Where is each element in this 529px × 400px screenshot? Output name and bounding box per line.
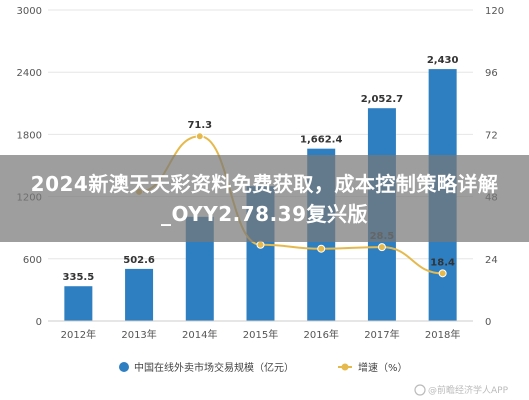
legend-bar-label: 中国在线外卖市场交易规模（亿元） [134,361,294,374]
growth-point [317,244,326,253]
growth-line [138,135,443,275]
right-tick-label: 96 [485,68,498,79]
growth-value-label: 71.3 [187,120,212,131]
left-tick-label: 600 [23,255,42,266]
watermark: @前瞻经济学人APP [414,384,509,396]
x-tick-label: 2018年 [425,328,460,341]
bar [125,268,154,321]
overlay-title: 2024新澳天天彩资料免费获取，成本控制策略详解_OYY2.78.39复兴版 [30,171,499,226]
bar-value-label: 335.5 [63,272,95,283]
bar-value-label: 2,430 [427,55,459,66]
growth-point [438,269,447,278]
bar-value-label: 502.6 [123,255,155,266]
x-tick-label: 2014年 [182,328,217,341]
right-tick-label: 72 [485,130,498,141]
x-tick-label: 2012年 [61,328,96,341]
right-tick-label: 0 [485,317,491,328]
watermark-logo-icon [414,384,426,396]
bar-value-label: 2,052.7 [361,94,403,105]
bar [64,286,93,321]
right-tick-label: 120 [485,6,504,17]
title-overlay: 2024新澳天天彩资料免费获取，成本控制策略详解_OYY2.78.39复兴版 [0,155,529,242]
left-tick-label: 1800 [17,130,42,141]
left-tick-label: 3000 [17,6,42,17]
growth-point [195,132,204,141]
legend-line-marker [341,363,349,371]
x-tick-label: 2017年 [364,328,399,341]
x-tick-label: 2016年 [303,328,338,341]
x-axis-ticks: 2012年 2013年 2014年 2015年 2016年 2017年 2018年 [48,320,473,341]
growth-point [256,240,265,249]
right-tick-label: 24 [485,255,498,266]
left-tick-label: 2400 [17,68,42,79]
growth-value-label: 18.4 [430,257,455,268]
bar-value-label: 1,662.4 [300,135,342,146]
legend-bar-marker [119,362,129,372]
left-tick-label: 0 [36,317,42,328]
x-tick-label: 2015年 [243,328,278,341]
legend: 中国在线外卖市场交易规模（亿元） 增速（%） [119,361,408,374]
x-tick-label: 2013年 [121,328,156,341]
growth-point [377,243,386,252]
watermark-label: @前瞻经济学人APP [428,384,509,396]
legend-line-label: 增速（%） [358,361,408,374]
